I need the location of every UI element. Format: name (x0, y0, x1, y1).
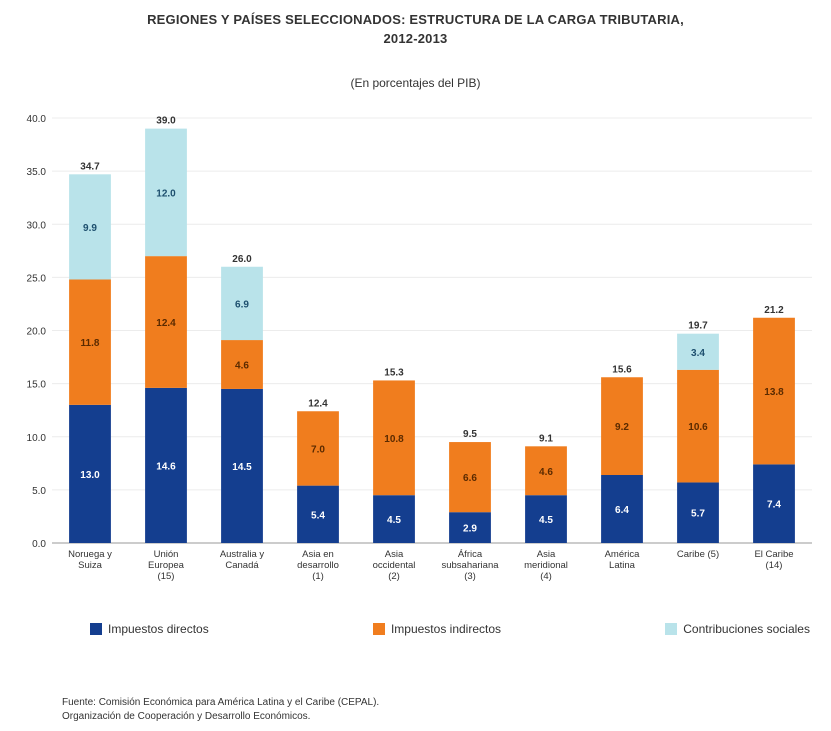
data-label-direct-7: 6.4 (615, 505, 629, 516)
bar-direct-9 (753, 464, 795, 543)
total-label-0: 34.7 (80, 161, 100, 172)
x-tick-label-4: Asia occidental (2) (373, 549, 416, 582)
total-label-4: 15.3 (384, 367, 404, 378)
legend-label-social: Contribuciones sociales (683, 622, 810, 636)
total-label-8: 19.7 (688, 321, 708, 332)
chart-notes: Fuente: Comisión Económica para América … (62, 696, 379, 724)
y-tick-label-3: 15.0 (27, 380, 47, 391)
bar-indirect-9 (753, 317, 795, 465)
y-tick-label-4: 20.0 (27, 327, 47, 338)
x-tick-label-9: El Caribe (14) (754, 549, 793, 571)
x-tick-label-1: Unión Europea (15) (148, 549, 185, 582)
bar-social-0 (69, 174, 111, 280)
data-label-direct-1: 14.6 (156, 461, 176, 472)
bar-direct-7 (601, 475, 643, 543)
y-tick-label-8: 40.0 (27, 114, 47, 125)
data-label-indirect-6: 4.6 (539, 467, 553, 478)
bar-indirect-3 (297, 411, 339, 486)
data-label-direct-0: 13.0 (80, 470, 100, 481)
source-note: Fuente: Comisión Económica para América … (62, 697, 380, 708)
y-tick-label-6: 30.0 (27, 220, 47, 231)
legend-item-social: Contribuciones sociales (665, 622, 810, 636)
legend-swatch-indirect (372, 623, 385, 635)
bar-indirect-7 (601, 377, 643, 475)
x-tick-label-2: Australia y Canadá (220, 549, 265, 571)
bar-indirect-6 (525, 446, 567, 496)
x-tick-label-3: Asia en desarrollo (1) (297, 549, 339, 582)
total-label-6: 9.1 (539, 433, 553, 444)
data-label-social-1: 12.0 (156, 188, 176, 199)
x-tick-label-7: América Latina (605, 549, 641, 571)
total-label-7: 15.6 (612, 364, 632, 375)
x-tick-label-8: Caribe (5) (677, 549, 719, 560)
data-label-social-8: 3.4 (691, 348, 705, 359)
bar-direct-6 (525, 495, 567, 543)
legend-item-direct: Impuestos directos (90, 622, 209, 636)
bar-direct-4 (373, 495, 415, 543)
bar-indirect-2 (221, 340, 263, 389)
bar-indirect-5 (449, 442, 491, 513)
legend-label-indirect: Impuestos indirectos (390, 622, 502, 636)
data-label-indirect-0: 11.8 (81, 338, 100, 349)
bar-direct-3 (297, 485, 339, 543)
x-tick-label-0: Noruega y Suiza (68, 549, 112, 571)
data-label-indirect-1: 12.4 (156, 318, 176, 329)
data-label-indirect-2: 4.6 (235, 361, 249, 372)
chart-title-line-1: REGIONES Y PAÍSES SELECCIONADOS: ESTRUCT… (147, 12, 684, 27)
total-label-2: 26.0 (232, 254, 252, 265)
bar-direct-5 (449, 512, 491, 543)
bar-indirect-4 (373, 380, 415, 496)
data-label-indirect-8: 10.6 (688, 422, 708, 433)
data-label-direct-9: 7.4 (767, 500, 781, 511)
bar-indirect-8 (677, 369, 719, 483)
data-label-indirect-5: 6.6 (463, 473, 477, 484)
bar-indirect-0 (69, 279, 111, 405)
data-label-direct-6: 4.5 (539, 515, 553, 526)
y-tick-label-0: 0.0 (32, 539, 46, 550)
legend-swatch-social (665, 623, 678, 635)
total-label-9: 21.2 (764, 305, 784, 316)
secondary-note: Organización de Cooperación y Desarrollo… (62, 711, 311, 722)
chart-subtitle: (En porcentajes del PIB) (350, 76, 481, 90)
bar-direct-0 (69, 404, 111, 543)
chart-title-line-2: 2012-2013 (383, 31, 448, 46)
data-label-indirect-9: 13.8 (764, 387, 784, 398)
stacked-bar-chart: 0.0 5.0 10.0 15.0 20.0 25.0 30.0 35.0 40.0 13.0 11… (27, 114, 812, 582)
bar-social-1 (145, 128, 187, 257)
x-tick-label-5: África subsahariana (3) (441, 549, 499, 582)
total-label-3: 12.4 (308, 398, 328, 409)
bar-direct-8 (677, 482, 719, 543)
bar-direct-1 (145, 387, 187, 543)
y-tick-label-2: 10.0 (27, 433, 47, 444)
legend-swatch-direct (90, 623, 102, 635)
bar-social-8 (677, 333, 719, 370)
x-tick-label-6: Asia meridional (4) (524, 549, 568, 582)
data-label-indirect-3: 7.0 (311, 444, 325, 455)
y-tick-label-5: 25.0 (27, 273, 47, 284)
data-label-indirect-4: 10.8 (384, 434, 404, 445)
bar-indirect-1 (145, 256, 187, 388)
chart-title: REGIONES Y PAÍSES SELECCIONADOS: ESTRUCT… (20, 10, 811, 48)
total-label-1: 39.0 (156, 116, 176, 127)
y-tick-label-7: 35.0 (27, 167, 47, 178)
chart-legend: Impuestos directos Impuestos indirectos … (90, 622, 810, 636)
data-label-indirect-7: 9.2 (615, 422, 629, 433)
data-label-social-2: 6.9 (235, 299, 249, 310)
bar-direct-2 (221, 388, 263, 543)
y-tick-label-1: 5.0 (32, 486, 46, 497)
legend-item-indirect: Impuestos indirectos (372, 622, 502, 636)
data-label-direct-5: 2.9 (463, 524, 477, 535)
legend-label-direct: Impuestos directos (108, 622, 209, 636)
bar-social-2 (221, 266, 263, 341)
data-label-social-0: 9.9 (83, 223, 97, 234)
data-label-direct-3: 5.4 (311, 510, 325, 521)
data-label-direct-8: 5.7 (691, 509, 705, 520)
data-label-direct-4: 4.5 (387, 515, 401, 526)
total-label-5: 9.5 (463, 429, 477, 440)
data-label-direct-2: 14.5 (232, 462, 252, 473)
